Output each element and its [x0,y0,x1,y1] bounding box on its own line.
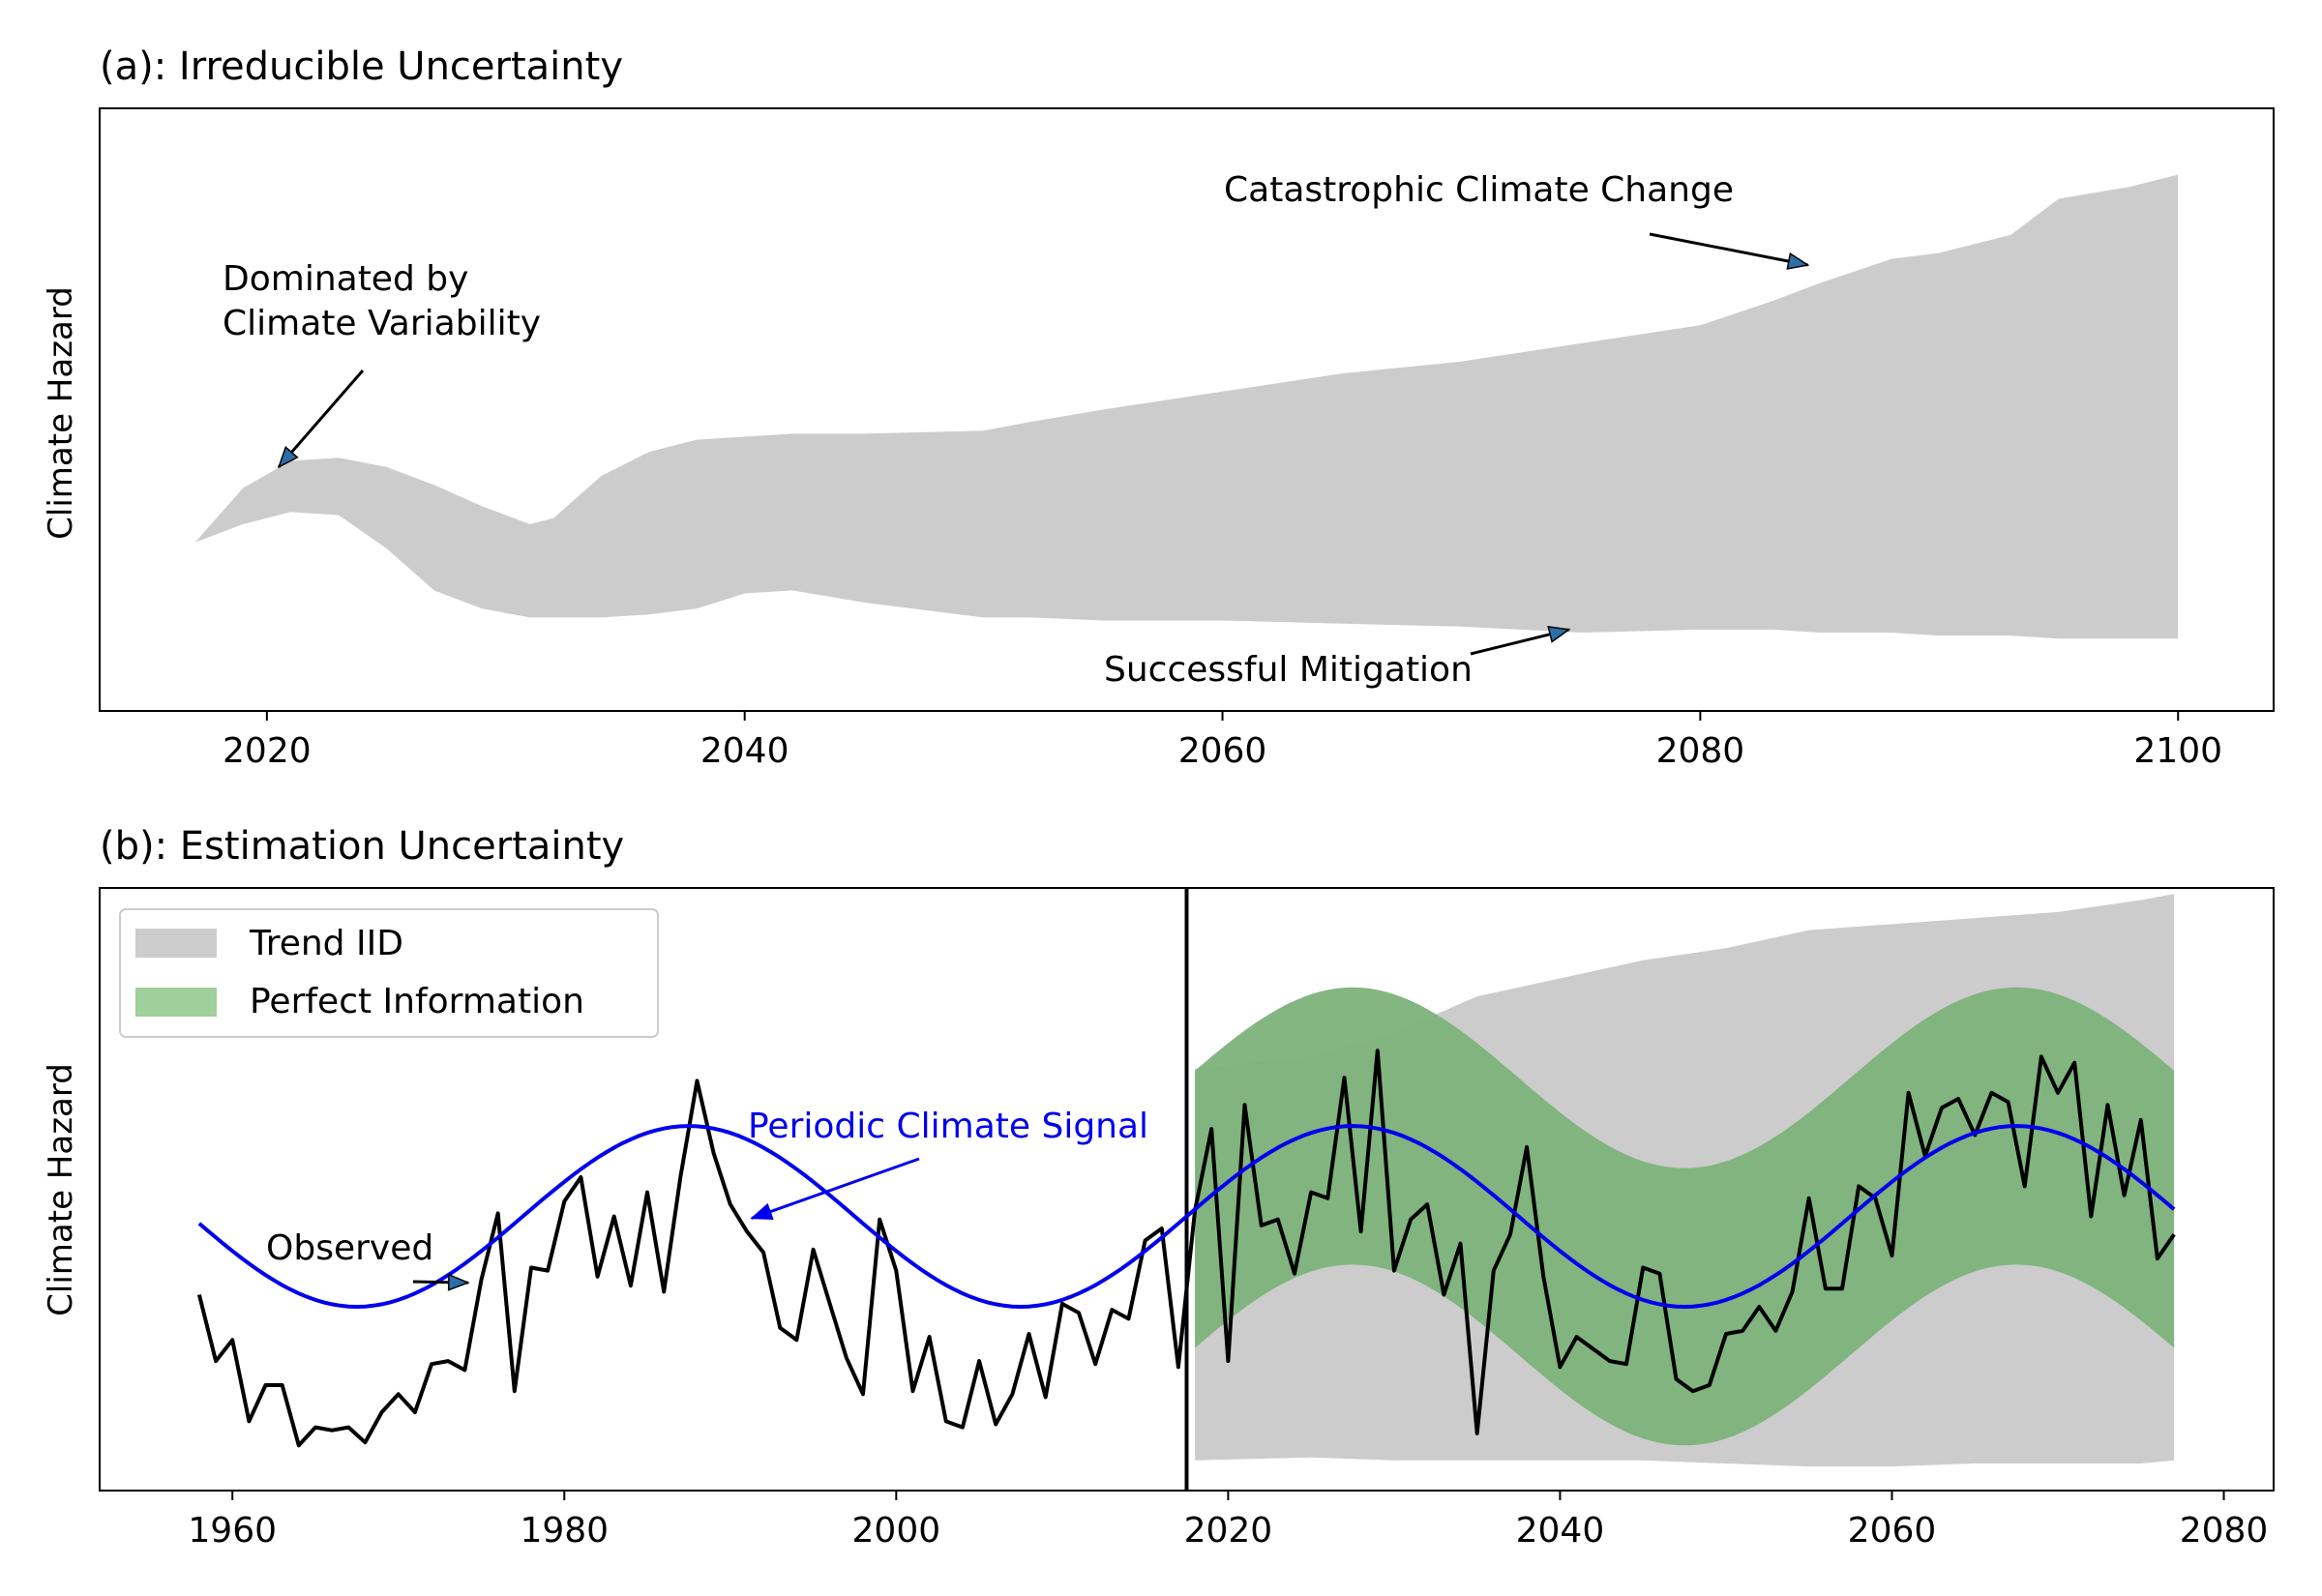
panel-a-annotation-layer: Dominated by Climate Variability Catastrop… [223,170,1810,690]
panel-a-annotation-text: Successful Mitigation [1104,650,1473,690]
panel-b-xtick-label: 1960 [188,1511,277,1551]
panel-a-xtick-label: 2080 [1656,731,1745,771]
panel-a: (a): Irreducible Uncertainty Climate Haz… [42,44,2275,771]
panel-a-band-layer [194,174,2179,639]
panel-a-annotation-arrow-head [1547,626,1571,643]
panel-b-xtick-label: 2000 [852,1511,941,1551]
legend: Trend IID Perfect Information [119,908,659,1038]
panel-b-plot-layer [196,888,2176,1491]
panel-b-xtick-label: 2060 [1848,1511,1937,1551]
panel-b-title: (b): Estimation Uncertainty [100,824,624,869]
panel-b-observed-line [196,1049,2176,1448]
panel-b-ylabel: Climate Hazard [42,1063,80,1316]
panel-a-xtick-label: 2100 [2133,731,2222,771]
panel-b-annotation-arrow-line [751,1157,920,1220]
panel-b-annotation-text: Observed [266,1228,433,1268]
panel-b: (b): Estimation Uncertainty Climate Haza… [42,824,2275,1551]
panel-b-xtick-label: 2040 [1516,1511,1605,1551]
panel-b-annotation-arrow-head [447,1273,470,1291]
legend-label-trend-iid: Trend IID [249,924,403,963]
panel-b-annotation-arrow-head [750,1202,774,1221]
panel-a-ylabel: Climate Hazard [42,286,80,540]
panel-b-periodic-signal-line [197,1124,2176,1310]
panel-a-xtick-label: 2020 [223,731,312,771]
panel-b-xtick-label: 2020 [1184,1511,1273,1551]
panel-a-annotation-text: Catastrophic Climate Change [1224,170,1734,210]
panel-a-uncertainty-band [194,174,2179,639]
panel-b-x-axis: 1960 1980 2000 2020 2040 2060 2080 [188,1491,2268,1551]
panel-a-annotation-arrow-head [277,446,299,469]
panel-b-xtick-label: 2080 [2180,1511,2269,1551]
panel-b-frame [99,887,2275,1492]
panel-a-annotation-arrow-line [1649,232,1808,267]
panel-a-title: (a): Irreducible Uncertainty [100,44,623,89]
panel-a-xtick-label: 2060 [1178,731,1267,771]
legend-swatch-trend-iid [135,929,217,958]
panel-a-annotation-text: Climate Variability [223,304,541,343]
legend-swatch-perfect-information [135,988,217,1017]
panel-a-frame [99,107,2275,712]
panel-a-annotation-arrow-line [278,369,365,468]
legend-label-perfect-information: Perfect Information [250,982,584,1021]
panel-a-annotation-arrow-head [1786,252,1810,270]
panel-a-x-axis: 2020 2040 2060 2080 2100 [223,711,2222,771]
panel-b-annotation-text: Periodic Climate Signal [748,1107,1148,1146]
panel-b-annotation-layer: Periodic Climate Signal Observed [266,1107,1148,1291]
panel-b-perfect-information-band [1195,987,2175,1446]
legend-box [119,908,659,1038]
panel-a-annotation-text: Dominated by [223,259,468,299]
panel-a-xtick-label: 2040 [700,731,789,771]
panel-b-xtick-label: 1980 [520,1511,609,1551]
